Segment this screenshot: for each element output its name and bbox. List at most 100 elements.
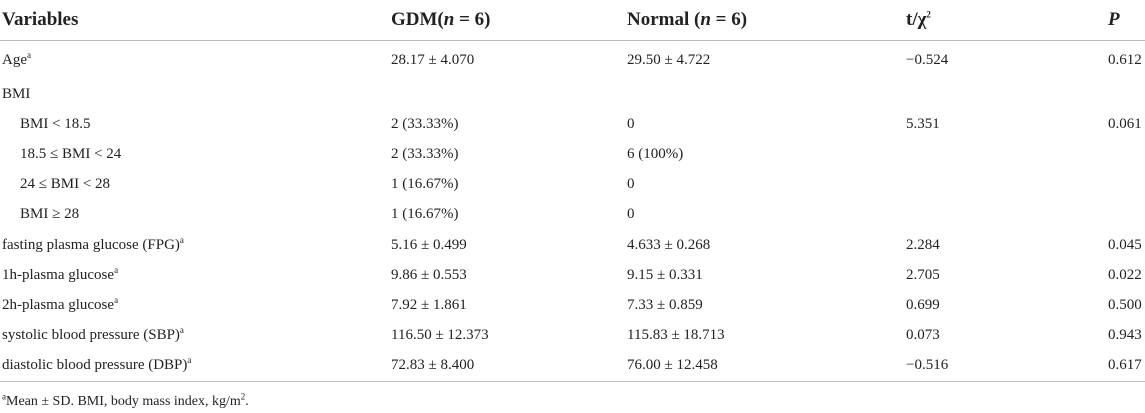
table-body: Agea 28.17 ± 4.070 29.50 ± 4.722 −0.524 0.61… bbox=[0, 41, 1145, 382]
cell-gdm: 116.50 ± 12.373 bbox=[391, 321, 627, 351]
header-p: P bbox=[1108, 0, 1145, 41]
footnote-text: Mean ± SD. BMI, body mass index, kg/m bbox=[6, 394, 241, 409]
row-label: BMI ≥ 28 bbox=[0, 200, 391, 230]
row-label: Agea bbox=[0, 41, 391, 80]
cell-p bbox=[1108, 79, 1145, 109]
cell-gdm: 5.16 ± 0.499 bbox=[391, 230, 627, 260]
table-footnote: aMean ± SD. BMI, body mass index, kg/m2. bbox=[2, 391, 249, 410]
header-t-label: t/χ bbox=[906, 9, 927, 30]
cell-t: 5.351 bbox=[906, 109, 1108, 139]
footnote-sup2: 2 bbox=[240, 391, 246, 402]
cell-normal: 9.15 ± 0.331 bbox=[627, 260, 906, 290]
cell-normal-text: 9.15 ± 0.331 bbox=[627, 266, 703, 283]
header-normal-suffix: = 6) bbox=[710, 9, 748, 30]
characteristics-table: Variables GDM(n = 6) Normal (n = 6) t/χ2… bbox=[0, 0, 1145, 382]
cell-p-text: 0.500 bbox=[1108, 296, 1142, 313]
table-row: 18.5 ≤ BMI < 24 2 (33.33%) 6 (100%) bbox=[0, 139, 1145, 169]
cell-normal-text: 29.50 ± 4.722 bbox=[627, 51, 711, 68]
table-row: systolic blood pressure (SBP)a 116.50 ± 1… bbox=[0, 321, 1145, 351]
header-gdm: GDM(n = 6) bbox=[391, 0, 627, 41]
cell-gdm: 7.92 ± 1.861 bbox=[391, 290, 627, 320]
cell-t-text: 2.705 bbox=[906, 266, 940, 283]
cell-p-text: 0.022 bbox=[1108, 266, 1142, 283]
cell-t: 0.073 bbox=[906, 321, 1108, 351]
cell-t: −0.516 bbox=[906, 350, 1108, 382]
cell-t bbox=[906, 139, 1108, 169]
row-label-sup: a bbox=[179, 234, 184, 245]
header-gdm-prefix: GDM( bbox=[391, 9, 444, 30]
table-row: Agea 28.17 ± 4.070 29.50 ± 4.722 −0.524 0.61… bbox=[0, 41, 1145, 80]
cell-p-text: 0.943 bbox=[1108, 327, 1142, 344]
row-label-text: BMI bbox=[2, 85, 31, 102]
row-label-text: 1h-plasma glucose bbox=[2, 266, 115, 283]
cell-normal: 4.633 ± 0.268 bbox=[627, 230, 906, 260]
cell-gdm: 28.17 ± 4.070 bbox=[391, 41, 627, 80]
cell-t-text: −0.524 bbox=[906, 51, 949, 68]
row-label: 24 ≤ BMI < 28 bbox=[0, 170, 391, 200]
cell-p: 0.045 bbox=[1108, 230, 1145, 260]
table-row: 2h-plasma glucosea 7.92 ± 1.861 7.33 ± 0.8… bbox=[0, 290, 1145, 320]
cell-normal-text: 6 (100%) bbox=[627, 145, 684, 162]
row-label-sup: a bbox=[114, 294, 119, 305]
cell-normal-text: 0 bbox=[627, 206, 635, 223]
cell-t bbox=[906, 170, 1108, 200]
cell-gdm-text: 72.83 ± 8.400 bbox=[391, 357, 475, 374]
table-header-row: Variables GDM(n = 6) Normal (n = 6) t/χ2… bbox=[0, 0, 1145, 41]
row-label-text: systolic blood pressure (SBP) bbox=[2, 327, 180, 344]
cell-t bbox=[906, 79, 1108, 109]
cell-gdm-text: 28.17 ± 4.070 bbox=[391, 51, 475, 68]
cell-t-text: 0.073 bbox=[906, 327, 940, 344]
header-normal: Normal (n = 6) bbox=[627, 0, 906, 41]
cell-normal-text: 76.00 ± 12.458 bbox=[627, 357, 718, 374]
row-label: 2h-plasma glucosea bbox=[0, 290, 391, 320]
cell-normal-text: 4.633 ± 0.268 bbox=[627, 236, 711, 253]
cell-gdm-text: 7.92 ± 1.861 bbox=[391, 296, 467, 313]
row-label: 18.5 ≤ BMI < 24 bbox=[0, 139, 391, 169]
header-variables: Variables bbox=[0, 0, 391, 41]
header-t-sup: 2 bbox=[926, 9, 931, 20]
cell-p: 0.500 bbox=[1108, 290, 1145, 320]
row-label-text: Age bbox=[2, 51, 27, 68]
row-label: 1h-plasma glucosea bbox=[0, 260, 391, 290]
cell-gdm: 72.83 ± 8.400 bbox=[391, 350, 627, 382]
cell-normal-text: 115.83 ± 18.713 bbox=[627, 327, 725, 344]
header-normal-n: n bbox=[700, 9, 711, 30]
table-row: fasting plasma glucose (FPG)a 5.16 ± 0.49… bbox=[0, 230, 1145, 260]
cell-gdm: 9.86 ± 0.553 bbox=[391, 260, 627, 290]
table-row: diastolic blood pressure (DBP)a 72.83 ± 8… bbox=[0, 350, 1145, 382]
cell-t: −0.524 bbox=[906, 41, 1108, 80]
row-label-sup: a bbox=[114, 264, 119, 275]
row-label-text: 24 ≤ BMI < 28 bbox=[20, 176, 111, 193]
cell-gdm bbox=[391, 79, 627, 109]
cell-p-text: 0.612 bbox=[1108, 51, 1142, 68]
header-t-chi: t/χ2 bbox=[906, 0, 1108, 41]
header-gdm-suffix: = 6) bbox=[454, 9, 491, 30]
cell-p: 0.943 bbox=[1108, 321, 1145, 351]
cell-gdm: 2 (33.33%) bbox=[391, 139, 627, 169]
cell-gdm-text: 1 (16.67%) bbox=[391, 176, 459, 193]
row-label-text: BMI ≥ 28 bbox=[20, 206, 80, 223]
row-label-text: fasting plasma glucose (FPG) bbox=[2, 236, 180, 253]
cell-p bbox=[1108, 170, 1145, 200]
cell-t-text: 0.699 bbox=[906, 296, 940, 313]
cell-p: 0.061 bbox=[1108, 109, 1145, 139]
row-label: fasting plasma glucose (FPG)a bbox=[0, 230, 391, 260]
cell-t: 2.284 bbox=[906, 230, 1108, 260]
cell-p-text: 0.061 bbox=[1108, 115, 1142, 132]
table-row: BMI < 18.5 2 (33.33%) 0 5.351 0.061 bbox=[0, 109, 1145, 139]
cell-normal: 7.33 ± 0.859 bbox=[627, 290, 906, 320]
row-label: diastolic blood pressure (DBP)a bbox=[0, 350, 391, 382]
cell-normal: 29.50 ± 4.722 bbox=[627, 41, 906, 80]
cell-gdm-text: 2 (33.33%) bbox=[391, 145, 459, 162]
cell-p: 0.612 bbox=[1108, 41, 1145, 80]
table-row: BMI ≥ 28 1 (16.67%) 0 bbox=[0, 200, 1145, 230]
cell-p bbox=[1108, 139, 1145, 169]
footnote-sup: a bbox=[2, 391, 6, 402]
cell-gdm: 2 (33.33%) bbox=[391, 109, 627, 139]
cell-p-text: 0.045 bbox=[1108, 236, 1142, 253]
table-row: 24 ≤ BMI < 28 1 (16.67%) 0 bbox=[0, 170, 1145, 200]
cell-normal bbox=[627, 79, 906, 109]
footnote-end: . bbox=[245, 394, 249, 409]
table-row: 1h-plasma glucosea 9.86 ± 0.553 9.15 ± 0.3… bbox=[0, 260, 1145, 290]
cell-t bbox=[906, 200, 1108, 230]
